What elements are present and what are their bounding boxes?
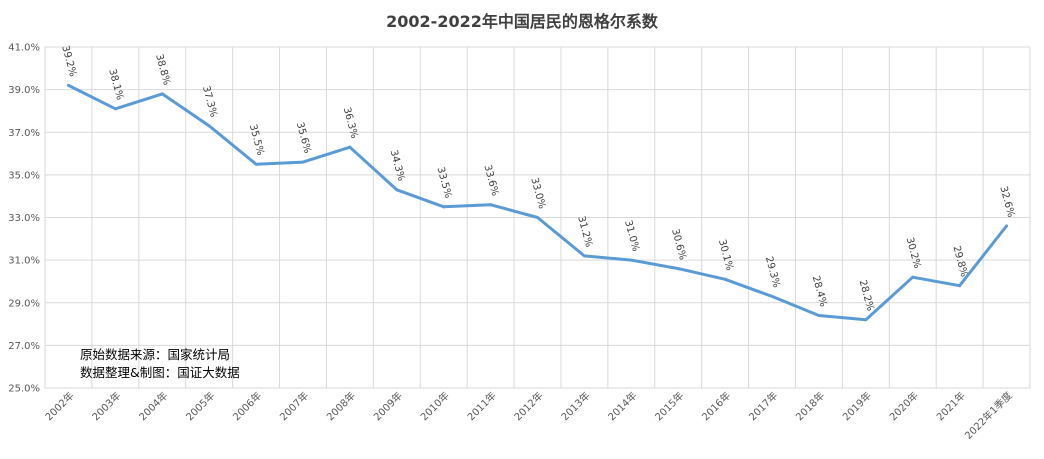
- y-tick-label: 27.0%: [8, 341, 40, 352]
- x-tick-label: 2020年: [887, 389, 921, 423]
- data-label: 32.6%: [997, 185, 1016, 219]
- x-tick-label: 2005年: [183, 389, 217, 423]
- data-label: 38.8%: [153, 53, 172, 87]
- x-tick-label: 2009年: [371, 389, 405, 423]
- x-tick-label: 2006年: [230, 389, 264, 423]
- x-tick-label: 2016年: [699, 389, 733, 423]
- data-point: [723, 277, 727, 281]
- chart-title: 2002-2022年中国居民的恩格尔系数: [386, 12, 659, 31]
- data-label: 33.6%: [481, 164, 500, 198]
- x-tick-label: 2018年: [793, 389, 827, 423]
- data-label: 30.1%: [716, 238, 735, 272]
- data-point: [676, 267, 680, 271]
- x-tick-label: 2012年: [511, 389, 545, 423]
- data-point: [629, 258, 633, 262]
- x-tick-label: 2019年: [840, 389, 874, 423]
- data-point: [536, 216, 539, 219]
- data-point: [770, 294, 774, 298]
- data-label: 30.6%: [669, 228, 688, 262]
- source-note: 原始数据来源：国家统计局: [80, 347, 230, 362]
- data-label: 36.3%: [341, 106, 360, 140]
- data-point: [207, 124, 211, 128]
- y-tick-label: 37.0%: [8, 128, 40, 139]
- x-tick-label: 2004年: [136, 389, 170, 423]
- data-point: [864, 318, 868, 322]
- data-label: 34.3%: [388, 149, 407, 183]
- data-point: [489, 203, 493, 207]
- data-point: [160, 92, 164, 96]
- credit-note: 数据整理&制图：国证大数据: [80, 365, 240, 380]
- data-point: [254, 162, 258, 166]
- data-label: 30.2%: [904, 236, 923, 270]
- data-point: [348, 145, 352, 149]
- data-point: [911, 275, 915, 279]
- data-label: 28.2%: [857, 279, 876, 313]
- data-point: [817, 314, 821, 318]
- data-label: 33.5%: [435, 166, 454, 200]
- y-tick-label: 41.0%: [8, 43, 40, 54]
- x-tick-label: 2014年: [605, 389, 639, 423]
- data-point: [113, 107, 117, 111]
- x-tick-label: 2022年1季度: [962, 389, 1015, 442]
- x-tick-label: 2017年: [746, 389, 780, 423]
- data-label: 35.6%: [294, 121, 313, 155]
- x-tick-label: 2011年: [464, 389, 498, 423]
- data-point: [1005, 224, 1009, 228]
- x-tick-label: 2021年: [934, 389, 968, 423]
- x-tick-label: 2013年: [558, 389, 592, 423]
- data-point: [582, 254, 586, 258]
- grid: [44, 46, 1031, 389]
- data-label: 35.5%: [247, 123, 266, 157]
- y-tick-label: 35.0%: [8, 170, 40, 181]
- y-tick-label: 33.0%: [8, 213, 40, 224]
- data-point: [442, 205, 446, 209]
- data-point: [301, 160, 305, 164]
- x-axis: 2002年 2003年 2004年 2005年 2006年 2007年 2008年 2009年…: [42, 389, 1014, 442]
- x-tick-label: 2010年: [418, 389, 452, 423]
- data-label: 29.8%: [950, 245, 969, 279]
- x-tick-label: 2015年: [652, 389, 686, 423]
- y-axis: 25.0% 27.0% 29.0% 31.0% 33.0% 35.0% 37.0% 39.0%…: [8, 43, 40, 395]
- data-point: [66, 83, 70, 87]
- series: [66, 83, 1009, 322]
- y-tick-label: 39.0%: [8, 85, 40, 96]
- data-labels: 39.2%38.1% 38.8%37.3%35.5% 35.6% 36.3%34.3%…: [59, 44, 1016, 312]
- data-label: 31.2%: [575, 215, 594, 249]
- data-point: [958, 284, 962, 288]
- data-label: 39.2%: [59, 44, 78, 78]
- data-label: 33.0%: [528, 177, 547, 211]
- x-tick-label: 2007年: [277, 389, 311, 423]
- x-tick-label: 2002年: [42, 389, 76, 423]
- data-label: 31.0%: [622, 219, 641, 253]
- data-label: 38.1%: [106, 68, 125, 102]
- y-tick-label: 31.0%: [8, 256, 40, 267]
- x-tick-label: 2008年: [324, 389, 358, 423]
- y-tick-label: 29.0%: [8, 298, 40, 309]
- y-tick-label: 25.0%: [8, 384, 40, 395]
- x-tick-label: 2003年: [89, 389, 123, 423]
- data-point: [395, 188, 399, 192]
